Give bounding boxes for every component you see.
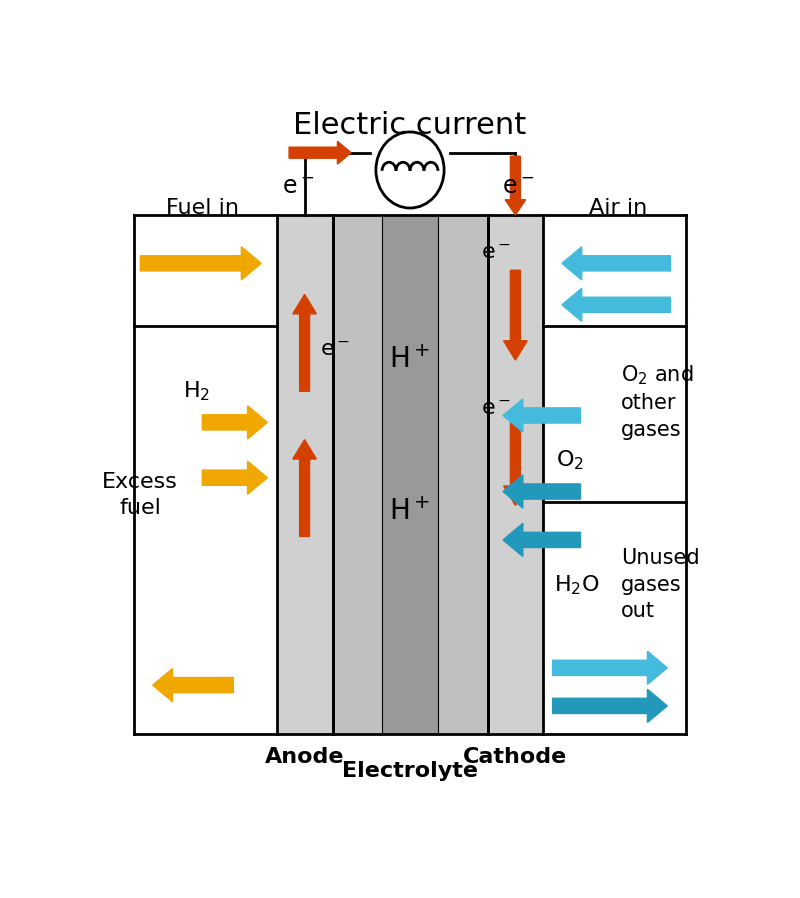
Bar — [487, 215, 543, 734]
Text: e$^-$: e$^-$ — [482, 399, 511, 418]
Bar — [333, 215, 487, 734]
Text: e$^-$: e$^-$ — [282, 175, 314, 199]
Bar — [277, 215, 333, 734]
Text: Excess
fuel: Excess fuel — [102, 471, 178, 518]
FancyArrow shape — [562, 288, 670, 321]
Text: e$^-$: e$^-$ — [502, 175, 534, 199]
FancyArrow shape — [505, 156, 526, 215]
FancyArrow shape — [503, 399, 581, 432]
Text: Fuel in: Fuel in — [166, 198, 239, 218]
Text: Air in: Air in — [589, 198, 647, 218]
FancyArrow shape — [202, 406, 267, 439]
Bar — [382, 215, 438, 734]
Text: e$^-$: e$^-$ — [320, 339, 350, 360]
FancyArrow shape — [504, 422, 527, 506]
FancyArrow shape — [153, 668, 234, 701]
FancyArrow shape — [293, 295, 316, 392]
FancyArrow shape — [553, 690, 667, 723]
FancyArrow shape — [553, 651, 667, 684]
FancyArrow shape — [503, 524, 581, 557]
Text: H$_2$: H$_2$ — [182, 380, 210, 403]
Text: H$_2$O: H$_2$O — [554, 573, 600, 596]
Text: Electrolyte: Electrolyte — [342, 762, 478, 781]
Text: O$_2$ and
other
gases: O$_2$ and other gases — [621, 364, 694, 440]
Bar — [487, 215, 543, 734]
FancyArrow shape — [293, 440, 316, 536]
Text: O$_2$: O$_2$ — [556, 449, 584, 472]
FancyArrow shape — [140, 247, 262, 280]
Bar — [277, 215, 333, 734]
FancyArrow shape — [504, 270, 527, 360]
FancyArrow shape — [503, 475, 581, 508]
Text: Electric current: Electric current — [294, 110, 526, 139]
Text: Anode: Anode — [265, 747, 344, 768]
FancyArrow shape — [562, 247, 670, 280]
Text: Unused
gases
out: Unused gases out — [621, 549, 699, 621]
Text: H$^+$: H$^+$ — [390, 346, 430, 374]
FancyArrow shape — [202, 461, 267, 494]
Bar — [333, 215, 382, 734]
Text: Cathode: Cathode — [463, 747, 567, 768]
Text: H$^+$: H$^+$ — [390, 498, 430, 526]
Bar — [438, 215, 487, 734]
FancyArrow shape — [289, 141, 351, 164]
Text: e$^-$: e$^-$ — [482, 243, 511, 263]
